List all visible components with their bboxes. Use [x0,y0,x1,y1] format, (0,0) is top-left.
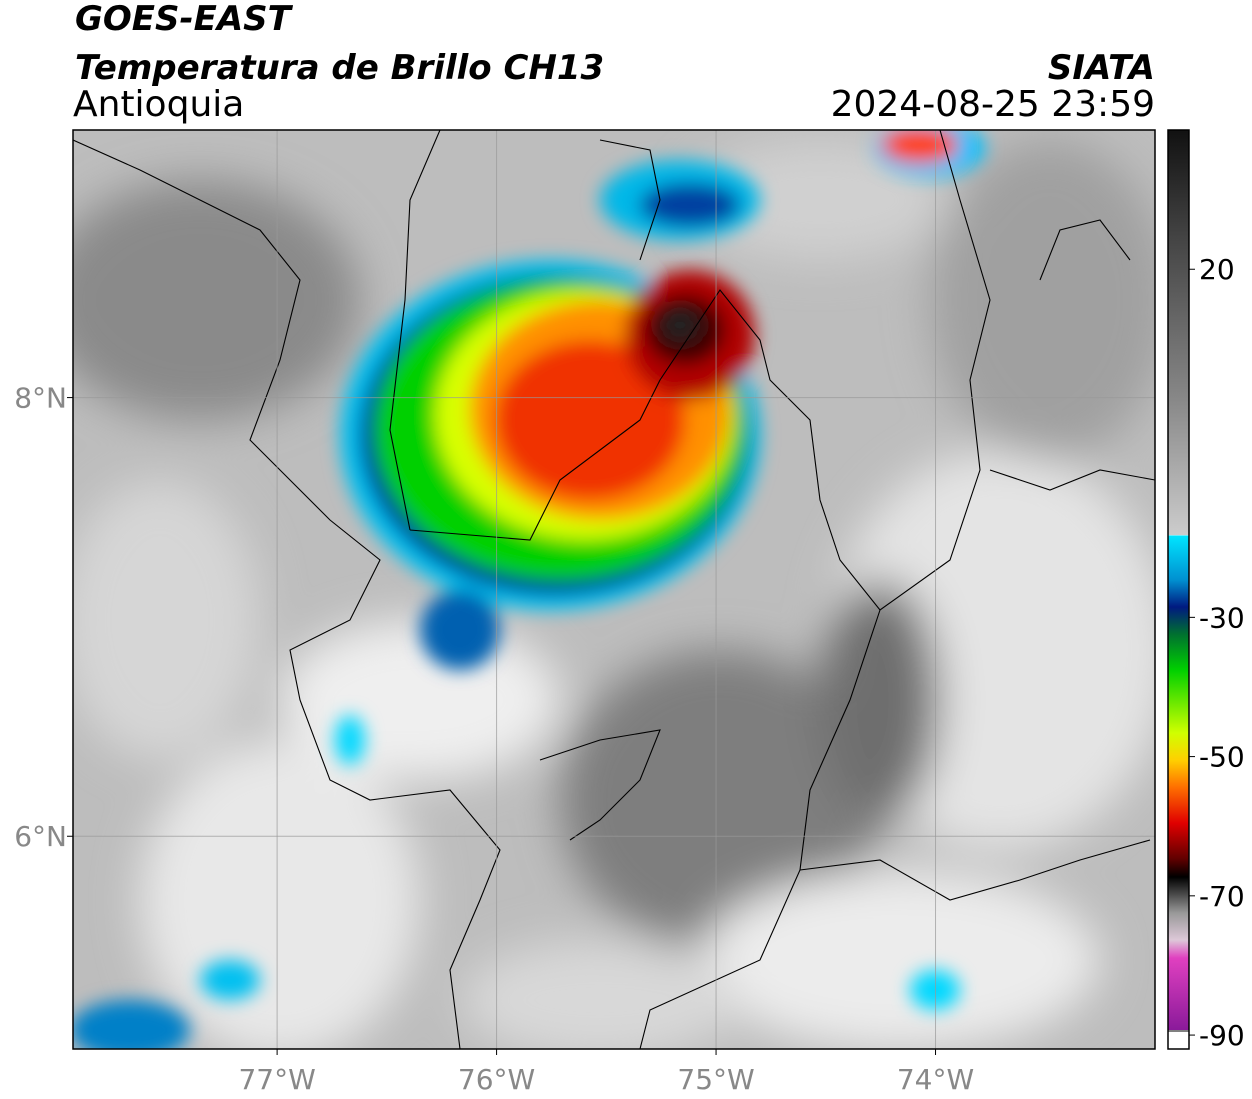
colorbar [1168,130,1189,1030]
x-tick-label: 74°W [897,1063,974,1096]
x-tick-label: 75°W [677,1063,754,1096]
colorbar-extension [1167,1030,1190,1050]
grid [73,130,1155,1049]
datetime: 2024-08-25 23:59 [831,84,1155,125]
colorbar-tick-label: -30 [1199,601,1245,634]
source: SIATA [1048,48,1155,88]
map-frame [72,129,1156,1050]
colorbar-tick-label: -90 [1199,1019,1245,1052]
map-image [73,130,1155,1049]
title: GOES-EAST [75,0,294,39]
x-tick-label: 76°W [458,1063,535,1096]
x-tick-label: 77°W [238,1063,315,1096]
colorbar-tick-label: -70 [1199,880,1245,913]
colorbar-tick-label: 20 [1199,253,1235,286]
y-tick-label: 8°N [14,382,67,415]
region: Antioquia [73,84,244,125]
subtitle: Temperatura de Brillo CH13 [75,48,604,88]
colorbar-frame [1167,129,1190,1050]
colorbar-tick-label: -50 [1199,741,1245,774]
y-tick-label: 6°N [14,820,67,853]
